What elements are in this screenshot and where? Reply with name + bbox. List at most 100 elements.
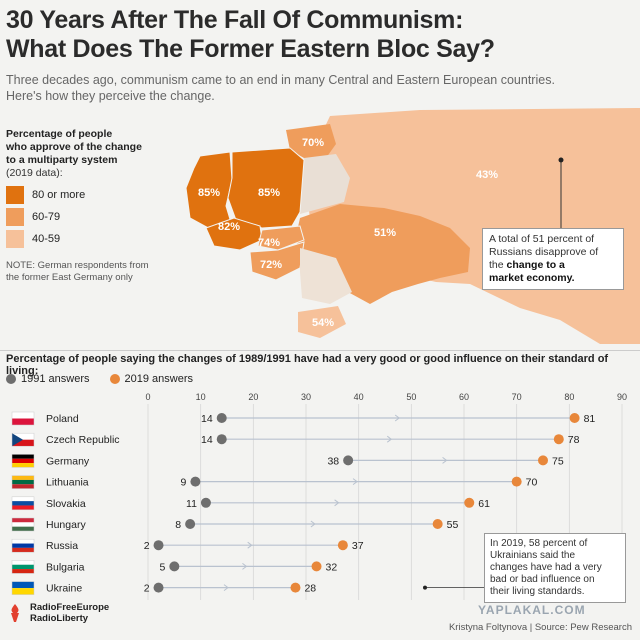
map-legend-title: Percentage of people who approve of the … (6, 128, 142, 166)
x-tick-label: 80 (564, 392, 574, 402)
legend-swatch-mid (6, 208, 24, 226)
value-label-2019: 70 (526, 477, 538, 489)
x-tick-label: 30 (301, 392, 311, 402)
chevron-right-icon (242, 562, 248, 570)
flag-border (11, 581, 35, 595)
flag-russia-icon (12, 547, 34, 553)
category-label: Russia (46, 540, 78, 552)
legend-dot-2019 (109, 374, 120, 384)
map-poland (227, 147, 305, 229)
map-romania (300, 248, 352, 304)
legend-dot-1991 (6, 374, 16, 384)
flag-lithuania-icon (12, 484, 34, 489)
map-legend-item: 80 or more (6, 184, 176, 206)
map-label-russia: 43% (476, 169, 498, 181)
flag-lithuania-icon (12, 475, 34, 480)
flag-germany-icon (12, 454, 34, 459)
chevron-right-icon (352, 478, 358, 485)
map-label-hungary: 72% (260, 259, 282, 271)
flag-poland-icon (12, 412, 34, 419)
map-label-germany: 85% (198, 187, 220, 199)
category-label: Poland (46, 413, 79, 425)
point-2019 (553, 434, 564, 445)
flag-border (11, 454, 35, 468)
point-2019 (511, 476, 522, 487)
flag-bulgaria-icon (12, 560, 34, 565)
value-label-1991: 14 (201, 434, 213, 446)
map-bulgaria (298, 306, 346, 338)
flag-slovakia-icon (12, 505, 34, 510)
russia-callout: A total of 51 percent of Russians disapp… (482, 228, 624, 290)
value-label-1991: 14 (201, 413, 213, 425)
point-1991 (153, 582, 164, 593)
source-credit: Kristyna Foltynova | Source: Pew Researc… (448, 622, 632, 633)
chevron-right-icon (247, 541, 253, 549)
subtitle-line-1: Three decades ago, communism came to an … (6, 73, 555, 87)
page-subtitle: Three decades ago, communism came to an … (6, 72, 626, 104)
chevron-right-icon (310, 520, 316, 528)
dumbbell-chart: 0 10 20 30 40 50 60 70 80 90 Poland 14 81 Czech Repub… (11, 392, 627, 600)
category-label: Slovakia (46, 498, 86, 510)
x-tick-label: 50 (406, 392, 416, 402)
flag-russia-icon (12, 539, 34, 544)
category-label: Lithuania (46, 477, 89, 489)
flag-slovakia-icon (12, 496, 34, 502)
title-line-2: What Does The Former Eastern Bloc Say? (6, 35, 495, 63)
flag-slovakia-icon (12, 501, 34, 506)
map-label-lithuania: 70% (302, 137, 324, 149)
map-legend: Percentage of people who approve of the … (6, 128, 176, 284)
map-legend-year: (2019 data): (6, 167, 63, 179)
category-label: Ukraine (46, 583, 82, 595)
map-label-slovakia: 74% (258, 237, 280, 249)
x-tick-label: 60 (459, 392, 469, 402)
map-belarus (292, 154, 350, 214)
value-label-1991: 5 (159, 561, 165, 573)
x-tick-label: 40 (354, 392, 364, 402)
flag-russia-icon (12, 543, 34, 548)
flag-hungary-icon (12, 518, 34, 523)
rferl-logo: RadioFreeEurope RadioLiberty (4, 602, 109, 624)
flag-border (11, 538, 35, 553)
point-2019 (311, 561, 322, 572)
russia-callout-dot (558, 157, 564, 163)
map-label-bulgaria: 54% (312, 317, 334, 329)
flag-hungary-icon (12, 522, 34, 527)
map-label-ukraine: 51% (374, 227, 396, 239)
x-tick-label: 0 (145, 392, 150, 402)
x-tick-label: 20 (248, 392, 258, 402)
flag-poland-icon (12, 418, 34, 425)
flag-border (11, 517, 35, 532)
flag-czech-icon (12, 433, 23, 447)
chevron-right-icon (223, 584, 229, 592)
flag-border (11, 475, 35, 489)
ukraine-callout: In 2019, 58 percent of Ukrainians said t… (484, 533, 626, 603)
map-label-poland: 85% (258, 187, 280, 199)
category-label: Bulgaria (46, 561, 85, 573)
point-2019 (464, 497, 475, 508)
value-label-1991: 2 (144, 540, 150, 552)
flag-bulgaria-icon (12, 564, 34, 570)
watermark: YAPLAKAL.COM (478, 603, 586, 617)
point-1991 (185, 519, 196, 529)
flag-border (11, 560, 35, 574)
flag-border (11, 496, 35, 511)
ukraine-callout-dot (423, 585, 427, 590)
category-label: Germany (46, 455, 90, 467)
flag-czech-icon (12, 439, 34, 447)
point-1991 (216, 413, 227, 423)
point-1991 (190, 476, 201, 487)
flag-border (11, 432, 35, 447)
x-tick-label: 90 (617, 392, 627, 402)
map-legend-item: 40-59 (6, 228, 176, 250)
point-1991 (169, 561, 180, 572)
value-label-1991: 11 (186, 498, 197, 510)
legend-swatch-high (6, 186, 24, 204)
value-label-2019: 55 (447, 519, 459, 531)
value-label-2019: 28 (304, 583, 316, 595)
map-lithuania (286, 124, 336, 158)
flag-czech-icon (12, 433, 34, 440)
flag-bulgaria-icon (12, 569, 34, 574)
flag-lithuania-icon (12, 479, 34, 485)
x-tick-label: 10 (196, 392, 206, 402)
subtitle-line-2: Here's how they perceive the change. (6, 89, 215, 103)
